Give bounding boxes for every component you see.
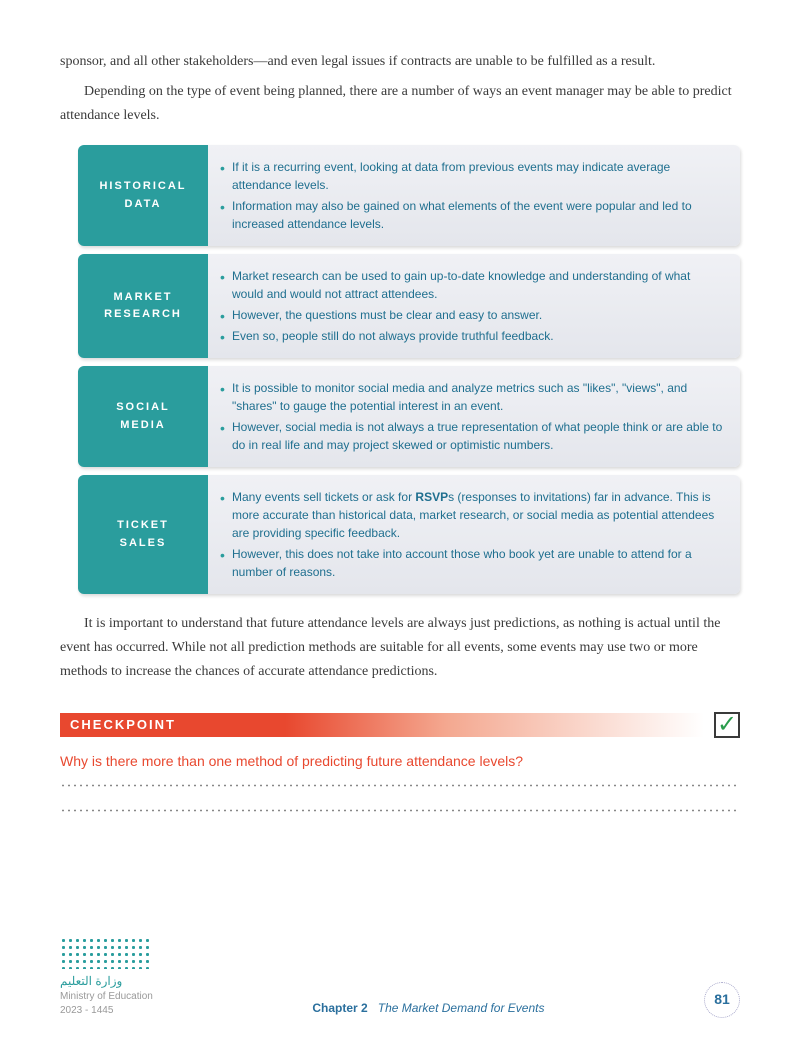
- method-bullet: If it is a recurring event, looking at d…: [218, 158, 724, 194]
- intro-paragraphs: sponsor, and all other stakeholders—and …: [60, 50, 740, 127]
- ministry-english: Ministry of Education: [60, 990, 153, 1004]
- method-row: TICKETSALESMany events sell tickets or a…: [78, 475, 740, 594]
- method-bullet: It is possible to monitor social media a…: [218, 379, 724, 415]
- checkpoint-label: CHECKPOINT: [70, 714, 176, 736]
- checkpoint-header: CHECKPOINT ✓: [60, 712, 740, 738]
- method-content: Many events sell tickets or ask for RSVP…: [208, 475, 740, 594]
- method-bullet: Even so, people still do not always prov…: [218, 327, 724, 345]
- intro-p1: sponsor, and all other stakeholders—and …: [60, 50, 740, 74]
- method-row: HISTORICALDATA If it is a recurring event…: [78, 145, 740, 246]
- after-paragraph: It is important to understand that futur…: [60, 612, 740, 683]
- method-content: It is possible to monitor social media a…: [208, 366, 740, 467]
- method-bullet: Information may also be gained on what e…: [218, 197, 724, 233]
- page-number: 81: [704, 982, 740, 1018]
- method-content: Market research can be used to gain up-t…: [208, 254, 740, 358]
- intro-p2: Depending on the type of event being pla…: [60, 80, 740, 128]
- ministry-year: 2023 - 1445: [60, 1004, 153, 1018]
- method-label: SOCIALMEDIA: [78, 366, 208, 467]
- page-footer: وزارة التعليم Ministry of Education 2023…: [60, 937, 740, 1018]
- method-bullet: However, social media is not always a tr…: [218, 418, 724, 454]
- checkmark-icon: ✓: [714, 712, 740, 738]
- after-p1: It is important to understand that futur…: [60, 612, 740, 683]
- checkpoint-question: Why is there more than one method of pre…: [60, 750, 740, 772]
- ministry-logo-icon: [60, 937, 150, 969]
- method-label: TICKETSALES: [78, 475, 208, 594]
- method-content: If it is a recurring event, looking at d…: [208, 145, 740, 246]
- ministry-arabic: وزارة التعليم: [60, 973, 153, 990]
- methods-table: HISTORICALDATA If it is a recurring event…: [78, 145, 740, 594]
- answer-lines: [60, 780, 740, 830]
- method-bullet: Many events sell tickets or ask for RSVP…: [218, 488, 724, 542]
- method-bullet: Market research can be used to gain up-t…: [218, 267, 724, 303]
- checkpoint-section: CHECKPOINT ✓ Why is there more than one …: [60, 712, 740, 830]
- method-row: SOCIALMEDIA It is possible to monitor soc…: [78, 366, 740, 467]
- chapter-title: The Market Demand for Events: [378, 1001, 545, 1015]
- checkpoint-bar: CHECKPOINT: [60, 713, 704, 737]
- method-label: HISTORICALDATA: [78, 145, 208, 246]
- method-bullet: However, the questions must be clear and…: [218, 306, 724, 324]
- method-row: MARKETRESEARCH Market research can be use…: [78, 254, 740, 358]
- method-bullet: However, this does not take into account…: [218, 545, 724, 581]
- method-label: MARKETRESEARCH: [78, 254, 208, 358]
- ministry-block: وزارة التعليم Ministry of Education 2023…: [60, 937, 153, 1018]
- footer-chapter: Chapter 2 The Market Demand for Events: [312, 998, 544, 1018]
- chapter-number: Chapter 2: [312, 1001, 367, 1015]
